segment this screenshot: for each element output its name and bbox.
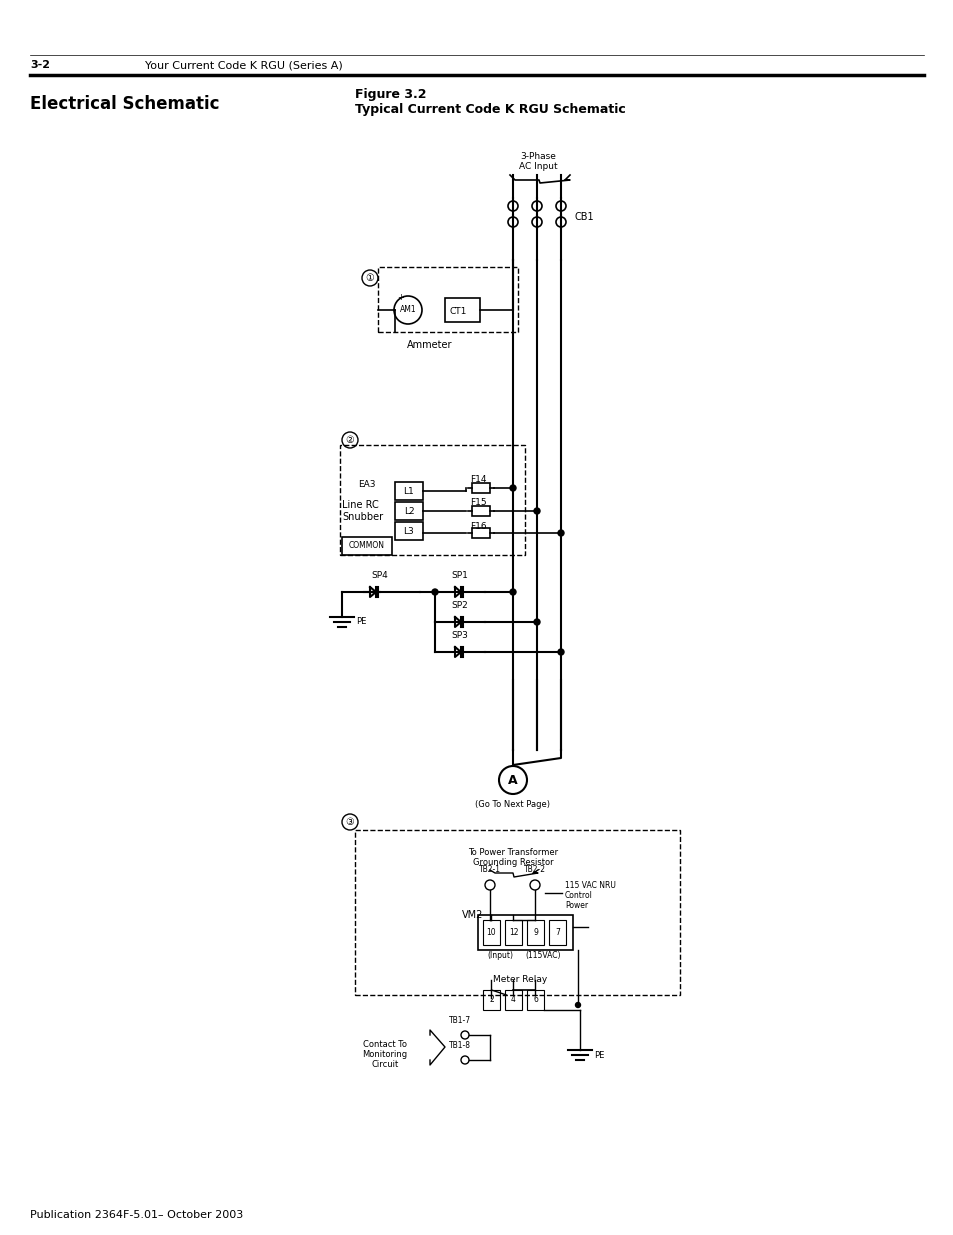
Bar [477,915,573,950]
Circle shape [534,619,539,625]
Text: AC Input: AC Input [518,162,557,170]
Text: 3-2: 3-2 [30,61,50,70]
Text: ①: ① [365,273,374,283]
Circle shape [558,530,563,536]
Bar [395,482,422,500]
Text: PE: PE [594,1051,604,1060]
Circle shape [575,1003,579,1008]
Bar [341,537,392,555]
Text: A: A [508,773,517,787]
Bar [377,267,517,332]
Text: 3-Phase: 3-Phase [519,152,556,161]
Text: VM2: VM2 [461,910,483,920]
Text: F14: F14 [470,475,486,484]
Text: +: + [397,294,404,303]
Text: F16: F16 [470,522,486,531]
Bar [504,990,521,1010]
Text: SP2: SP2 [451,601,468,610]
Text: Your Current Code K RGU (Series A): Your Current Code K RGU (Series A) [145,61,342,70]
Text: SP1: SP1 [451,571,468,580]
Text: Typical Current Code K RGU Schematic: Typical Current Code K RGU Schematic [355,103,625,116]
Text: TB1-8: TB1-8 [449,1041,471,1050]
Text: (Go To Next Page): (Go To Next Page) [475,800,550,809]
Text: TB1-7: TB1-7 [449,1016,471,1025]
Text: Ammeter: Ammeter [407,340,453,350]
Text: CB1: CB1 [575,212,594,222]
Text: To Power Transformer: To Power Transformer [468,848,558,857]
Text: 115 VAC NRU: 115 VAC NRU [564,881,616,889]
Text: AM1: AM1 [399,305,416,315]
Text: Circuit: Circuit [371,1060,398,1070]
Text: Snubber: Snubber [341,513,383,522]
Circle shape [432,589,437,595]
Text: Publication 2364F-5.01– October 2003: Publication 2364F-5.01– October 2003 [30,1210,243,1220]
Text: SP3: SP3 [451,631,468,640]
Bar [472,506,490,516]
Text: TB2-2: TB2-2 [523,864,545,874]
Bar [444,298,479,322]
Text: Power: Power [564,900,587,909]
Text: L1: L1 [403,487,414,495]
Circle shape [510,589,516,595]
Circle shape [510,485,516,492]
Text: (Input): (Input) [486,951,513,960]
Text: Figure 3.2: Figure 3.2 [355,88,426,101]
Circle shape [534,508,539,514]
Text: F15: F15 [470,498,486,508]
Text: COMMON: COMMON [349,541,385,551]
Text: CT1: CT1 [450,308,467,316]
Bar [395,501,422,520]
Text: 6: 6 [533,995,537,1004]
Bar [526,920,543,945]
Bar [482,990,499,1010]
Bar [548,920,565,945]
Text: Control: Control [564,890,592,899]
Bar [526,990,543,1010]
Text: SP4: SP4 [372,571,388,580]
Text: Contact To: Contact To [363,1040,407,1049]
Text: 2: 2 [489,995,494,1004]
Text: Line RC: Line RC [341,500,378,510]
Text: (115VAC): (115VAC) [525,951,560,960]
Text: EA3: EA3 [357,480,375,489]
Text: 12: 12 [508,927,517,937]
Text: Grounding Resistor: Grounding Resistor [472,858,553,867]
Text: Meter Relay: Meter Relay [493,974,547,984]
Text: L3: L3 [403,526,414,536]
Text: 7: 7 [555,927,559,937]
Text: 10: 10 [486,927,496,937]
Text: 4: 4 [511,995,516,1004]
Bar [355,830,679,995]
Bar [339,445,524,555]
Text: TB2-1: TB2-1 [478,864,500,874]
Text: Electrical Schematic: Electrical Schematic [30,95,219,112]
Circle shape [558,650,563,655]
Text: 9: 9 [533,927,537,937]
Bar [504,920,521,945]
Text: Monitoring: Monitoring [362,1050,407,1058]
Text: L2: L2 [403,506,414,515]
Bar [395,522,422,540]
Bar [482,920,499,945]
Bar [472,529,490,538]
Bar [472,483,490,493]
Text: ③: ③ [345,818,354,827]
Text: PE: PE [355,618,366,626]
Text: ②: ② [345,435,354,445]
